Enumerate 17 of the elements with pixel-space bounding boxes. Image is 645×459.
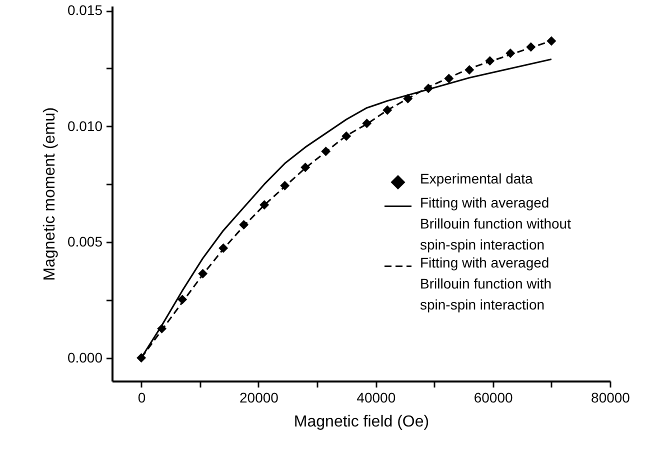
- y-axis-title: Magnetic moment (emu): [41, 107, 58, 281]
- y-tick-label: 0.000: [67, 349, 103, 366]
- x-axis-title: Magnetic field (Oe): [294, 414, 430, 430]
- legend-label: Experimental data: [420, 170, 534, 186]
- point: [362, 118, 372, 128]
- legend-label: Fitting with averaged Brillouin function with spin-spin interaction: [420, 254, 552, 312]
- point: [546, 36, 556, 46]
- y-tick-label: 0.010: [67, 118, 103, 134]
- legend-label: Fitting with averaged Brillouin function without spin-spin interaction: [420, 194, 572, 252]
- y-tick-label: 0.015: [67, 2, 103, 18]
- x-tick-label: 20000: [240, 390, 279, 406]
- x-tick-label: 80000: [591, 390, 630, 406]
- y-tick-label: 0.005: [67, 234, 103, 250]
- x-tick-label: 0: [138, 390, 146, 406]
- point: [300, 162, 310, 172]
- x-tick-label: 40000: [356, 390, 396, 406]
- x-tick-label: 60000: [474, 390, 513, 406]
